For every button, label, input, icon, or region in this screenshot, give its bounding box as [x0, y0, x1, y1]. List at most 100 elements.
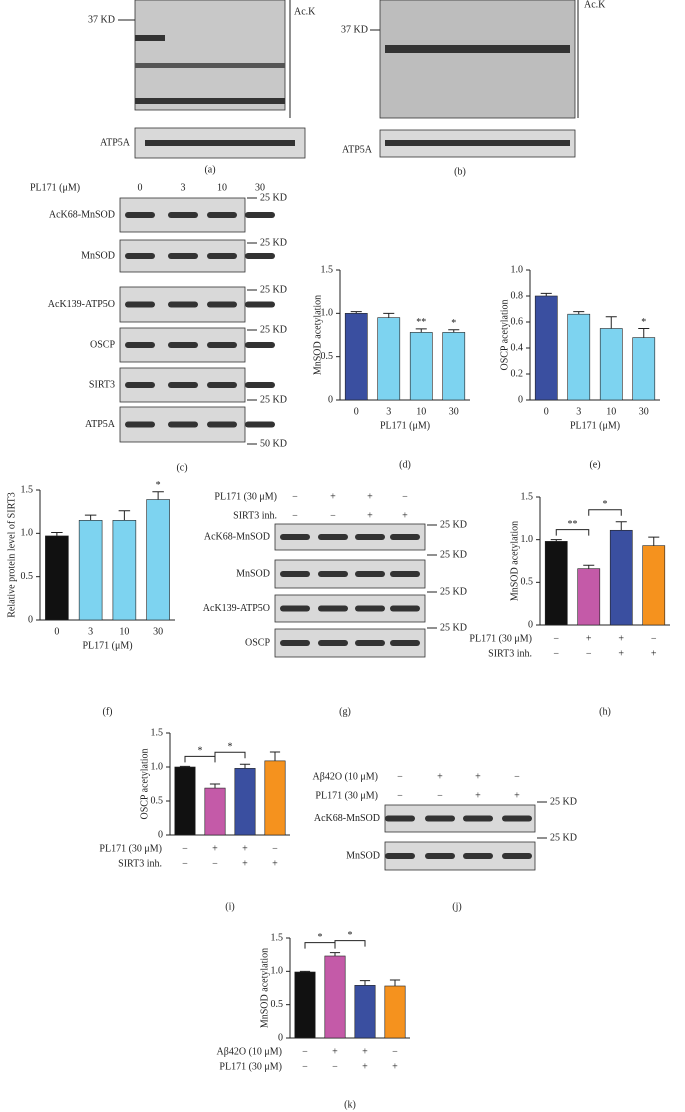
band	[463, 853, 493, 859]
band	[318, 605, 348, 612]
panel-label: (j)	[452, 901, 461, 912]
row-label: AcK68-MnSOD	[204, 531, 270, 542]
condition: PL171 (30 μM)	[219, 1061, 282, 1072]
x-axis-label: PL171 (μM)	[570, 420, 620, 431]
bracket-label: *	[348, 930, 353, 941]
sign: −	[514, 771, 520, 782]
band	[145, 140, 295, 146]
y-tick-label: 0	[28, 614, 33, 625]
significance: **	[416, 317, 426, 328]
band	[168, 421, 198, 428]
band	[280, 640, 310, 646]
condition: PL171 (30 μM)	[315, 790, 378, 801]
error-bar	[415, 328, 427, 333]
y-tick-label: 1.0	[511, 264, 524, 275]
bar	[534, 295, 558, 401]
band	[245, 382, 275, 388]
row-label: AcK68-MnSOD	[49, 209, 115, 220]
y-tick-label: 0.6	[511, 316, 524, 327]
condition: SIRT3 inh.	[118, 858, 162, 869]
treatment: PL171 (μM)	[30, 182, 80, 193]
sign: −	[302, 1046, 308, 1057]
y-tick-label: 0	[158, 829, 163, 840]
band	[425, 853, 455, 859]
error-bar	[239, 763, 251, 769]
panel-label: (i)	[225, 901, 234, 912]
band	[125, 342, 155, 348]
marker: 25 KD	[260, 237, 287, 248]
bracket	[555, 529, 590, 536]
y-tick-label: 0.2	[511, 368, 524, 379]
sign: +	[618, 633, 624, 644]
band	[245, 253, 275, 259]
band	[502, 853, 532, 859]
error-bar	[179, 765, 191, 767]
error-bar	[359, 980, 371, 986]
error-bar	[540, 292, 552, 296]
band	[502, 815, 532, 822]
significance: *	[156, 480, 161, 491]
row-label: SIRT3	[89, 379, 115, 390]
sign: +	[242, 843, 248, 854]
bar	[609, 529, 633, 626]
x-tick-label: 30	[449, 406, 459, 417]
row-label: OSCP	[90, 339, 115, 350]
row-label: AcK68-MnSOD	[314, 813, 380, 824]
band	[318, 571, 348, 577]
marker: 25 KD	[260, 394, 287, 405]
bar	[78, 520, 103, 621]
band	[390, 534, 420, 540]
band	[355, 571, 385, 577]
sign: −	[212, 858, 218, 869]
sign: +	[367, 491, 373, 502]
sign: −	[553, 648, 559, 659]
error-bar	[638, 328, 650, 338]
sign: +	[392, 1061, 398, 1072]
error-bar	[209, 783, 221, 789]
y-tick-label: 0.5	[21, 571, 34, 582]
x-tick-label: 3	[88, 626, 93, 637]
band	[168, 342, 198, 348]
band	[245, 212, 275, 218]
band	[318, 534, 348, 540]
x-axis-label: PL171 (μM)	[380, 420, 430, 431]
y-tick-label: 0	[528, 619, 533, 630]
bar	[377, 317, 401, 401]
bar	[632, 337, 656, 401]
band	[168, 382, 198, 388]
sign: +	[437, 771, 443, 782]
blot	[134, 0, 286, 111]
sign: +	[618, 648, 624, 659]
row-label: AcK139-ATP5O	[203, 603, 270, 614]
bar	[264, 760, 286, 836]
panel-label: (k)	[344, 1099, 356, 1110]
panel-label: (b)	[454, 166, 466, 177]
bracket	[184, 755, 216, 763]
bar	[384, 985, 406, 1039]
sign: +	[475, 771, 481, 782]
marker: 50 KD	[260, 438, 287, 449]
sign: +	[402, 510, 408, 521]
bar	[204, 787, 226, 836]
error-bar	[84, 514, 97, 521]
lane-label: 0	[138, 182, 143, 193]
bar	[442, 332, 466, 401]
y-axis-label: OSCP acetylation	[499, 299, 510, 370]
marker: 25 KD	[440, 549, 467, 560]
blot	[379, 0, 576, 119]
band	[207, 342, 237, 348]
error-bar	[269, 751, 281, 761]
sign: +	[362, 1061, 368, 1072]
error-bar	[573, 311, 585, 315]
bar	[642, 545, 666, 626]
sign: −	[292, 510, 298, 521]
x-tick-label: 10	[119, 626, 129, 637]
y-tick-label: 0.4	[511, 342, 524, 353]
error-bar	[648, 536, 660, 546]
sign: −	[437, 790, 443, 801]
error-bar	[615, 521, 627, 531]
band	[125, 421, 155, 428]
band	[135, 63, 285, 68]
sign: −	[402, 491, 408, 502]
